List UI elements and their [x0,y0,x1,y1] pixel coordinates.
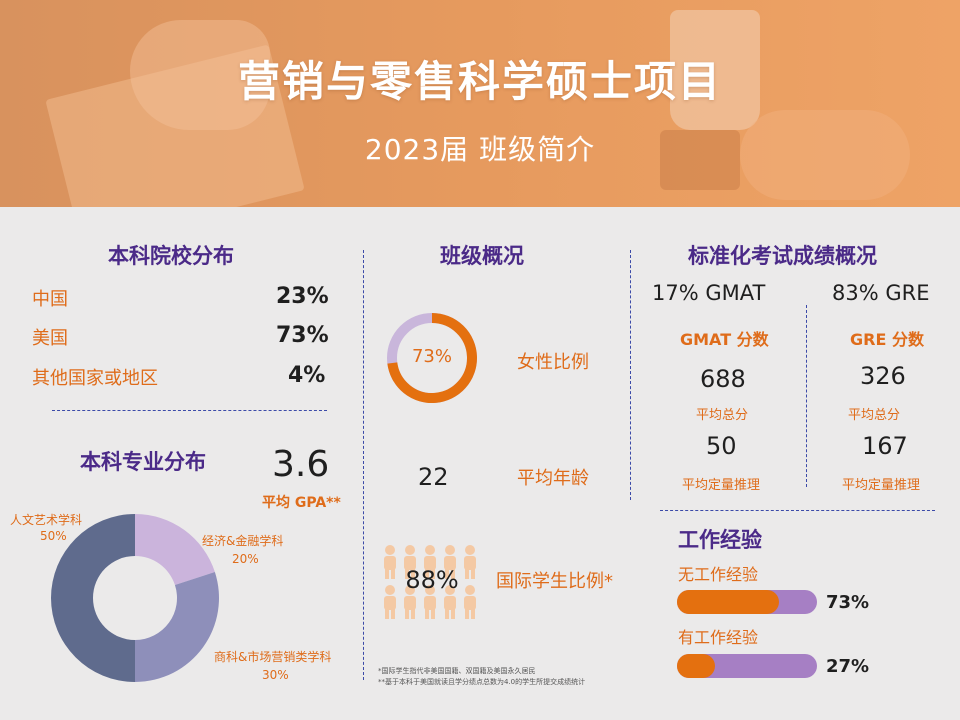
footnote-gpa: **基于本科于美国就读且学分绩点总数为4.0的学生所提交成绩统计 [378,678,586,686]
gre-quant-value: 167 [862,432,908,460]
segment-pct: 30% [262,668,289,682]
person-icon [444,585,456,619]
segment-pct: 20% [232,552,259,566]
column-divider [363,250,364,680]
undergrad-schools-title: 本科院校分布 [108,244,234,268]
header-banner: 营销与零售科学硕士项目 2023届 班级简介 [0,0,960,207]
gmat-total-value: 688 [700,365,746,393]
segment-name: 经济&金融学科 [202,534,284,548]
segment-name: 商科&市场营销类学科 [214,650,332,664]
gre-score-title: GRE 分数 [850,330,924,349]
people-icon-grid [384,545,476,619]
school-row-value: 23% [276,284,329,309]
majors-title: 本科专业分布 [80,450,206,474]
majors-donut-chart [51,514,219,682]
gre-total-label: 平均总分 [848,408,901,423]
person-icon [424,585,436,619]
gmat-share: 17% GMAT [652,281,766,305]
column-divider [630,250,631,500]
work-bar-fill [677,654,715,678]
gmat-total-label: 平均总分 [696,408,749,423]
person-icon [384,585,396,619]
page-title: 营销与零售科学硕士项目 [237,57,722,106]
segment-pct: 50% [40,529,67,543]
gpa-value: 3.6 [272,444,330,485]
donut-segment [51,514,135,682]
gre-quant-label: 平均定量推理 [842,478,921,493]
donut-segment [135,572,219,682]
female-ratio-ring [387,313,477,403]
gmat-score-title: GMAT 分数 [680,330,769,349]
work-title: 工作经验 [678,528,762,552]
female-ratio-label: 女性比例 [517,352,589,373]
section-divider [52,410,327,411]
person-icon [384,545,396,579]
class-overview-title: 班级概况 [440,244,524,268]
major-label-humanities: 人文艺术学科 50% [10,512,82,544]
hand-shape [130,20,270,130]
tests-title: 标准化考试成绩概况 [688,244,877,268]
person-icon [464,545,476,579]
donut-segment [135,514,215,586]
work-bar-fill [677,590,780,614]
school-row-label: 中国 [32,289,68,310]
page-subtitle: 2023届 班级简介 [364,133,596,166]
ring-fill [387,313,477,403]
gmat-quant-label: 平均定量推理 [682,478,761,493]
gmat-quant-value: 50 [706,432,737,460]
phone-shape [660,130,740,190]
female-ratio-value: 73% [411,346,452,367]
major-label-business: 商科&市场营销类学科 30% [214,648,331,684]
work-row-value: 73% [826,592,870,613]
school-row-value: 73% [276,323,329,348]
person-icon [424,545,436,579]
gre-share: 83% GRE [832,281,930,305]
work-row-label: 有工作经验 [678,628,759,647]
hand-right-shape [740,110,910,200]
international-ratio-value: 88% [405,566,459,594]
person-icon [464,585,476,619]
section-divider [660,510,935,511]
school-row-label: 其他国家或地区 [32,368,158,389]
work-bar-track [677,654,817,678]
average-age-label: 平均年龄 [517,468,589,489]
work-row-label: 无工作经验 [678,565,759,584]
major-label-econ: 经济&金融学科 20% [202,532,283,568]
work-row-value: 27% [826,656,870,677]
person-icon [444,545,456,579]
person-icon [404,545,416,579]
school-row-value: 4% [288,363,326,388]
footnotes: *国际学生指代非美国国籍、双国籍及美国永久居民 **基于本科于美国就读且学分绩点… [378,666,585,688]
person-icon [404,585,416,619]
segment-name: 人文艺术学科 [10,513,83,527]
tests-divider [806,305,807,487]
gre-total-value: 326 [860,362,906,390]
international-ratio-label: 国际学生比例* [496,571,613,592]
average-age-value: 22 [418,463,449,491]
school-row-label: 美国 [32,328,68,349]
work-bar-track [677,590,817,614]
footnote-international: *国际学生指代非美国国籍、双国籍及美国永久居民 [378,667,536,675]
gpa-label: 平均 GPA** [262,495,341,511]
cup-shape [670,10,760,130]
